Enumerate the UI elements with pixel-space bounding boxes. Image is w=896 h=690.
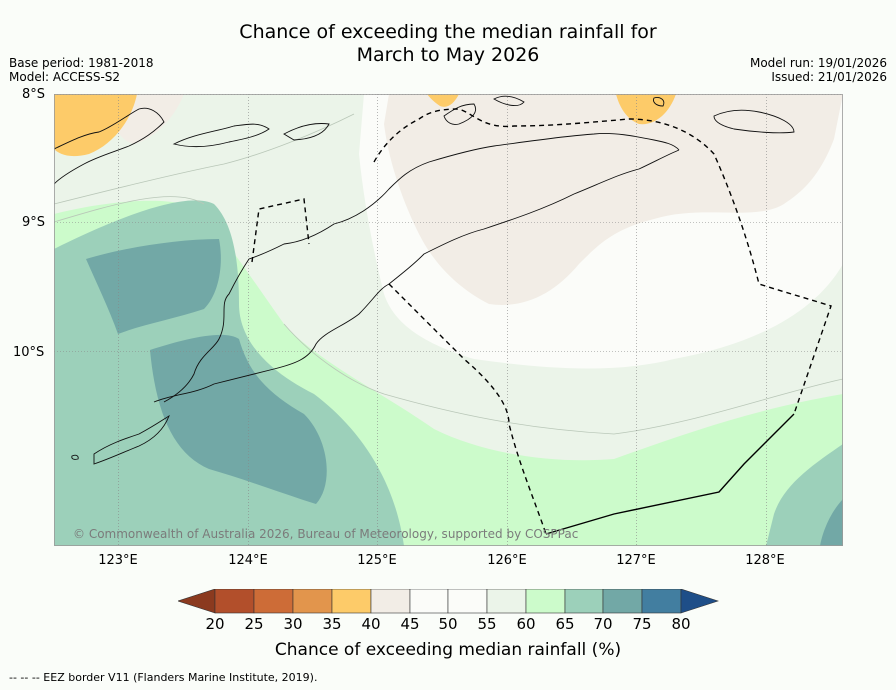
colorbar-tick-60: 60 [516,615,536,633]
issued-date: Issued: 21/01/2026 [771,70,887,84]
contour-line-3 [283,323,843,435]
model-run: Model run: 19/01/2026 [749,56,887,70]
colorbar-swatch-50-55 [447,589,488,614]
colorbar-swatch-25-30 [253,589,294,614]
colorbar-tick-20: 20 [205,615,225,633]
colorbar-swatch-35-40 [331,589,372,614]
zone-70-75-south [150,334,327,504]
colorbar-tick-40: 40 [361,615,381,633]
map-title-line2: March to May 2026 [356,44,540,66]
colorbar-tick-45: 45 [400,615,420,633]
eez-border-solid [545,413,795,535]
zone-70-75-southeast [820,499,843,546]
eez-border-north [251,108,832,415]
colorbar-tick-35: 35 [322,615,342,633]
coastline-solor [172,123,330,148]
copyright-notice: © Commonwealth of Australia 2026, Bureau… [73,527,579,541]
zone-65-70-southeast [766,444,843,546]
colorbar-tick-25: 25 [244,615,264,633]
coastline-small-islets [71,97,665,460]
colorbar-tick-75: 75 [632,615,652,633]
lon-label-127e: 127°E [616,553,656,568]
colorbar-tick-30: 30 [283,615,303,633]
colorbar-swatch-70-75 [602,589,643,614]
eez-legend-note: -- -- -- EEZ border V11 (Flanders Marine… [9,671,318,684]
colorbar [178,589,719,614]
lat-label-10s: 10°S [13,345,45,360]
colorbar-tick-65: 65 [555,615,575,633]
map-title-line1: Chance of exceeding the median rainfall … [239,21,657,43]
colorbar-extend-above [680,589,719,614]
colorbar-tick-50: 50 [438,615,458,633]
colorbar-swatch-60-65 [525,589,566,614]
lon-label-124e: 124°E [228,553,268,568]
coastline-flores-east [54,107,165,185]
coastline-rote [93,414,170,465]
rainfall-map [54,94,843,546]
colorbar-swatch-55-60 [486,589,527,614]
contour-line-1 [54,113,355,205]
zone-35-40-n1 [427,94,459,107]
lon-label-123e: 123°E [98,553,138,568]
colorbar-swatch-20-25 [214,589,255,614]
coastline-timor-north [163,133,680,403]
colorbar-swatch-40-45 [370,589,411,614]
zone-35-40-nw [54,94,137,157]
zone-35-40-n2 [616,94,676,125]
colorbar-swatch-45-50 [409,589,449,614]
zone-70-75-nw [86,239,221,334]
colorbar-label: Chance of exceeding median rainfall (%) [274,640,622,660]
colorbar-tick-55: 55 [477,615,497,633]
coastline-alor-islands [443,95,525,125]
colorbar-swatch-75-80 [641,589,682,614]
lon-label-128e: 128°E [745,553,785,568]
lat-label-8s: 8°S [22,87,46,102]
map-frame [54,94,843,546]
coastline-timor-south [153,149,680,403]
lon-label-125e: 125°E [357,553,397,568]
contour-line-2 [54,196,205,223]
colorbar-tick-70: 70 [593,615,613,633]
model-name: Model: ACCESS-S2 [9,70,121,84]
lat-label-9s: 9°S [22,215,46,230]
colorbar-swatch-65-70 [564,589,604,614]
base-period: Base period: 1981-2018 [9,56,154,70]
zone-40-45-east [384,94,843,305]
lon-label-126e: 126°E [487,553,527,568]
colorbar-swatch-30-35 [292,589,333,614]
colorbar-tick-80: 80 [671,615,691,633]
colorbar-extend-below [178,589,216,614]
coastline-wetar [713,109,795,134]
